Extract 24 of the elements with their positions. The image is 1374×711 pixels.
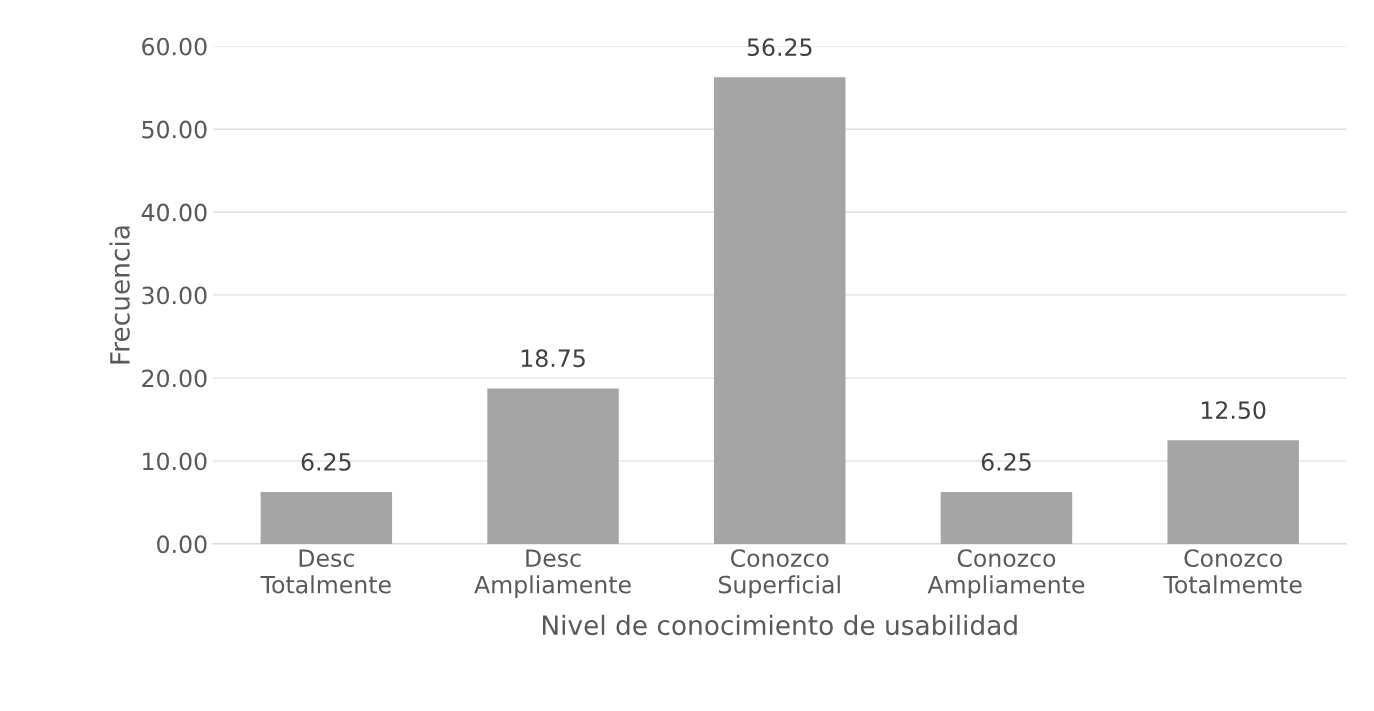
x-tick-label: Conozco Ampliamente — [927, 549, 1085, 599]
data-label: 18.75 — [521, 349, 585, 368]
bar — [940, 492, 1073, 544]
y-tick-label: 60.00 — [142, 37, 207, 56]
bar — [1167, 440, 1299, 544]
y-tick-label: 40.00 — [141, 203, 207, 222]
data-label: 6.25 — [301, 452, 351, 471]
bar — [260, 492, 393, 544]
y-tick-label: 50.00 — [142, 120, 207, 139]
x-tick-label: Conozco Totalmemte — [1163, 549, 1302, 594]
bar — [487, 388, 619, 544]
y-tick-label: 0.00 — [157, 535, 207, 554]
bar — [714, 77, 846, 544]
x-tick-label: Conozco Superficial — [718, 549, 840, 599]
x-tick-label: Desc Ampliamente — [474, 549, 631, 599]
y-tick-label: 10.00 — [143, 452, 207, 471]
x-tick-label: Desc Totalmente — [260, 549, 391, 594]
y-tick-label: 20.00 — [142, 369, 207, 388]
y-tick-label: 30.00 — [142, 286, 207, 305]
data-label: 12.50 — [1201, 401, 1266, 419]
y-axis-title: Frecuencia — [109, 226, 130, 364]
data-label: 56.25 — [747, 38, 812, 57]
data-label: 6.25 — [981, 452, 1031, 471]
x-axis-title: Nivel de conocimiento de usabilidad — [542, 614, 1017, 636]
